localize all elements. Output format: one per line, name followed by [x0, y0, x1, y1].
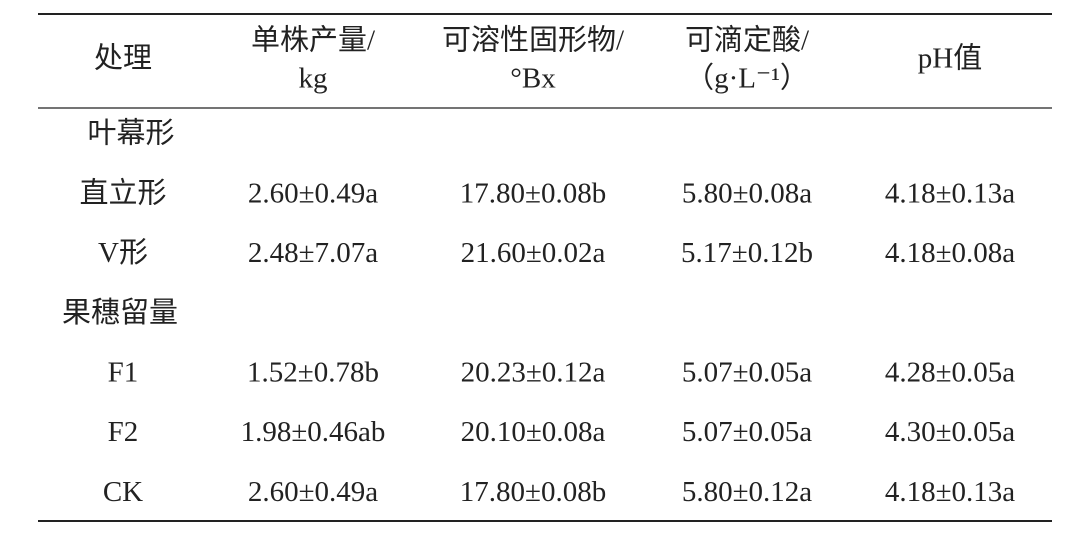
- table-cell: 4.18±0.13a: [885, 476, 1015, 508]
- table-cell: CK: [103, 476, 143, 508]
- table-cell: 17.80±0.08b: [460, 177, 606, 209]
- header-cell: 可溶性固形物/: [442, 24, 625, 57]
- table-cell: V形: [98, 237, 148, 269]
- table-cell: 17.80±0.08b: [460, 476, 606, 508]
- table-cell: 1.52±0.78b: [247, 356, 379, 388]
- header-cell: pH值: [918, 42, 982, 75]
- table-cell: 4.30±0.05a: [885, 416, 1015, 448]
- header-cell: 单株产量/: [251, 24, 376, 57]
- table-cell: 20.10±0.08a: [461, 416, 606, 448]
- table-cell: 4.18±0.13a: [885, 177, 1015, 209]
- header-cell: °Bx: [510, 63, 556, 95]
- group-label: 叶幕形: [87, 117, 174, 150]
- table-cell: F1: [108, 356, 139, 388]
- table-cell: 5.07±0.05a: [682, 416, 812, 448]
- header-cell: （g·L⁻¹）: [685, 63, 809, 95]
- table-cell: 2.60±0.49a: [248, 476, 378, 508]
- table-cell: 直立形: [79, 176, 166, 209]
- header-cell: 可滴定酸/: [685, 24, 810, 57]
- table-cell: 21.60±0.02a: [461, 237, 606, 269]
- table-cell: 2.48±7.07a: [248, 237, 378, 269]
- group-label: 果穗留量: [62, 296, 178, 329]
- table-cell: 20.23±0.12a: [461, 356, 606, 388]
- table-cell: 5.17±0.12b: [681, 237, 813, 269]
- table-cell: 5.80±0.08a: [682, 177, 812, 209]
- table-cell: F2: [108, 416, 139, 448]
- header-cell: 处理: [94, 42, 152, 75]
- table-cell: 5.07±0.05a: [682, 356, 812, 388]
- table-cell: 4.18±0.08a: [885, 237, 1015, 269]
- table-cell: 4.28±0.05a: [885, 356, 1015, 388]
- table-cell: 2.60±0.49a: [248, 177, 378, 209]
- header-cell: kg: [299, 63, 328, 95]
- table-cell: 1.98±0.46ab: [241, 416, 386, 448]
- table-cell: 5.80±0.12a: [682, 476, 812, 508]
